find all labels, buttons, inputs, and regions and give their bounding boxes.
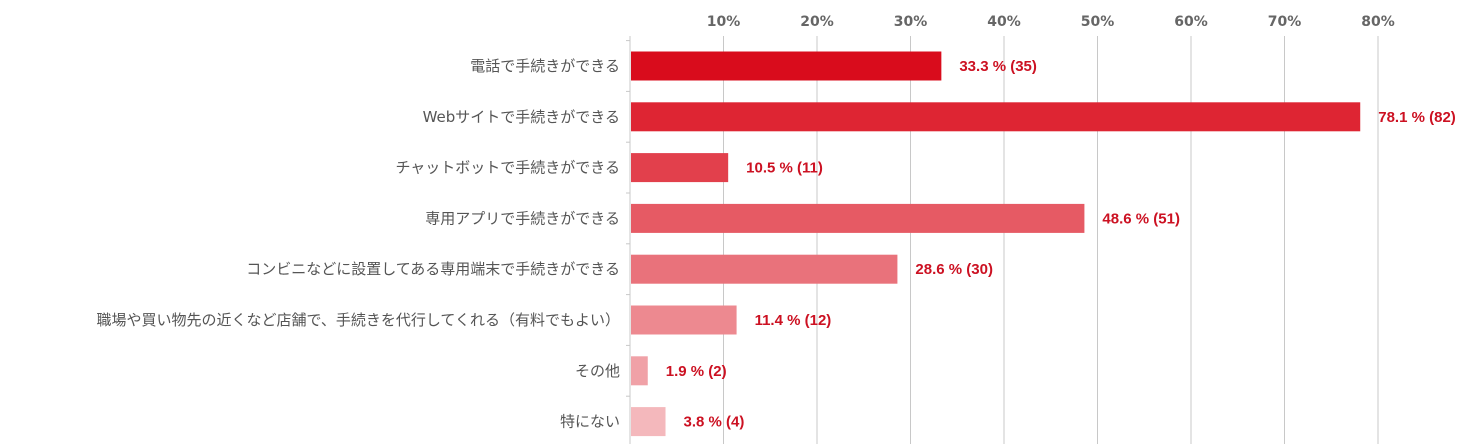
- bar: [631, 305, 737, 335]
- bar: [631, 51, 942, 81]
- bar: [631, 203, 1085, 233]
- value-label: 10.5 % (11): [746, 160, 823, 177]
- x-tick-label: 80%: [1361, 14, 1395, 30]
- value-label: 1.9 % (2): [666, 363, 727, 380]
- category-label: 専用アプリで手続きができる: [425, 209, 620, 227]
- x-tick-label: 70%: [1268, 14, 1302, 30]
- value-label: 28.6 % (30): [915, 261, 993, 278]
- bar: [631, 356, 648, 386]
- x-tick-label: 30%: [894, 14, 928, 30]
- category-label: Webサイトで手続きができる: [423, 108, 620, 126]
- value-label: 33.3 % (35): [959, 58, 1037, 75]
- value-label: 48.6 % (51): [1102, 210, 1180, 227]
- category-label: チャットボットで手続きができる: [395, 159, 620, 177]
- value-labels: 33.3 % (35) 78.1 % (82) 10.5 % (11) 48.6 % …: [666, 58, 1456, 431]
- x-tick-label: 60%: [1174, 14, 1208, 30]
- category-labels: 電話で手続きができる Webサイトで手続きができるチャットボットで手続きができる専…: [96, 57, 620, 431]
- value-label: 3.8 % (4): [684, 414, 745, 431]
- category-label: コンビニなどに設置してある専用端末で手続きができる: [246, 260, 620, 278]
- x-tick-label: 10%: [707, 14, 741, 30]
- bar: [631, 153, 729, 183]
- x-tick-label: 50%: [1081, 14, 1115, 30]
- category-label: 特にない: [560, 413, 620, 431]
- x-tick-label: 20%: [800, 14, 834, 30]
- x-axis-ticks: 10% 20% 30% 40% 50% 60% 70% 80%: [707, 14, 1395, 30]
- value-label: 78.1 % (82): [1378, 109, 1456, 126]
- x-tick-label: 40%: [987, 14, 1021, 30]
- bar: [631, 254, 898, 284]
- category-label: その他: [575, 362, 620, 380]
- category-label: 職場や買い物先の近くなど店舗で、手続きを代行してくれる（有料でもよい）: [96, 311, 620, 329]
- bars: [631, 51, 1361, 437]
- value-label: 11.4 % (12): [755, 312, 832, 329]
- grid-lines: [626, 36, 1379, 444]
- bar: [631, 102, 1361, 132]
- category-label: 電話で手続きができる: [470, 57, 620, 75]
- bar: [631, 407, 666, 437]
